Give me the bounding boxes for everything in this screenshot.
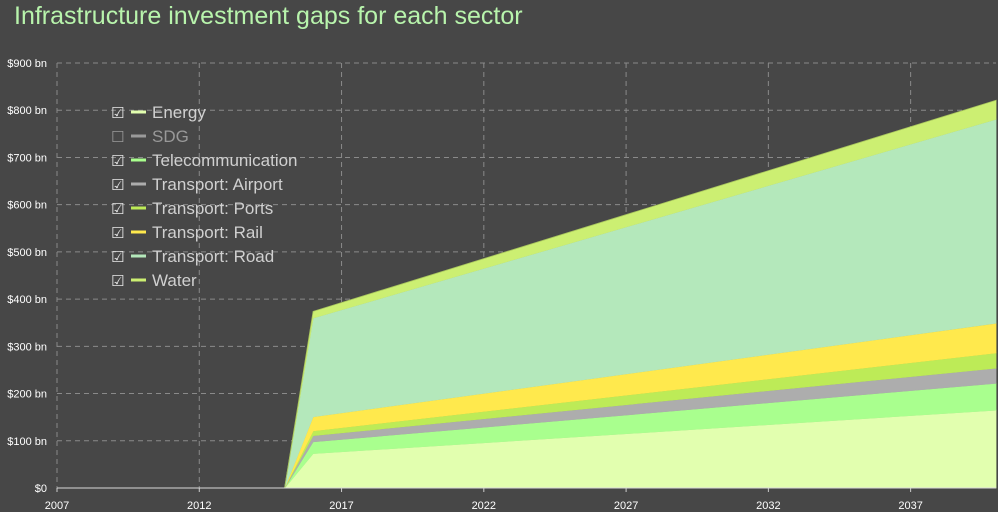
x-tick-label: 2032 <box>756 500 780 512</box>
legend-checkbox[interactable]: ☑ <box>111 200 124 218</box>
y-tick-label: $700 bn <box>7 152 47 164</box>
legend-label: Transport: Airport <box>152 175 283 194</box>
legend-label: Energy <box>152 103 206 122</box>
axes: $0 $100 bn $200 bn $300 bn $400 bn $500 bn $60… <box>7 58 996 512</box>
x-tick-label: 2027 <box>614 500 638 512</box>
x-tick-label: 2012 <box>187 500 211 512</box>
legend-checkbox[interactable]: ☑ <box>111 248 124 266</box>
legend-item-transport-airport[interactable]: ☑ Transport: Airport <box>111 175 283 194</box>
x-tick-label: 2037 <box>898 500 922 512</box>
legend-checkbox[interactable]: ☑ <box>111 176 124 194</box>
y-tick-label: $300 bn <box>7 341 47 353</box>
area-water <box>57 99 997 489</box>
y-tick-label: $900 bn <box>7 58 47 70</box>
legend-checkbox[interactable]: ☐ <box>111 128 124 146</box>
legend-checkbox[interactable]: ☑ <box>111 104 124 122</box>
y-tick-label: $500 bn <box>7 247 47 259</box>
legend-checkbox[interactable]: ☑ <box>111 272 124 290</box>
x-tick-label: 2022 <box>472 500 496 512</box>
y-tick-label: $400 bn <box>7 294 47 306</box>
legend-checkbox[interactable]: ☑ <box>111 224 124 242</box>
y-tick-label: $100 bn <box>7 436 47 448</box>
legend-label: SDG <box>152 127 189 146</box>
legend-item-sdg[interactable]: ☐ SDG <box>111 127 189 146</box>
legend-item-transport-rail[interactable]: ☑ Transport: Rail <box>111 223 263 242</box>
legend-item-transport-ports[interactable]: ☑ Transport: Ports <box>111 199 273 218</box>
legend-label: Transport: Rail <box>152 223 263 242</box>
stacked-areas <box>57 99 997 489</box>
legend-item-telecommunication[interactable]: ☑ Telecommunication <box>111 151 298 170</box>
legend-label: Transport: Road <box>152 247 274 266</box>
legend-item-water[interactable]: ☑ Water <box>111 271 197 290</box>
legend-label: Transport: Ports <box>152 199 273 218</box>
legend-checkbox[interactable]: ☑ <box>111 152 124 170</box>
y-tick-label: $200 bn <box>7 389 47 401</box>
x-tick-label: 2007 <box>45 500 69 512</box>
chart-title: Infrastructure investment gaps for each … <box>14 2 523 30</box>
legend: ☑ Energy ☐ SDG ☑ Telecommunication ☑ Transport:… <box>111 103 298 290</box>
y-tick-label: $800 bn <box>7 105 47 117</box>
y-tick-label: $0 <box>35 483 47 495</box>
y-tick-label: $600 bn <box>7 200 47 212</box>
legend-label: Water <box>152 271 197 290</box>
legend-item-energy[interactable]: ☑ Energy <box>111 103 206 122</box>
legend-item-transport-road[interactable]: ☑ Transport: Road <box>111 247 274 266</box>
legend-label: Telecommunication <box>152 151 298 170</box>
x-tick-label: 2017 <box>329 500 353 512</box>
